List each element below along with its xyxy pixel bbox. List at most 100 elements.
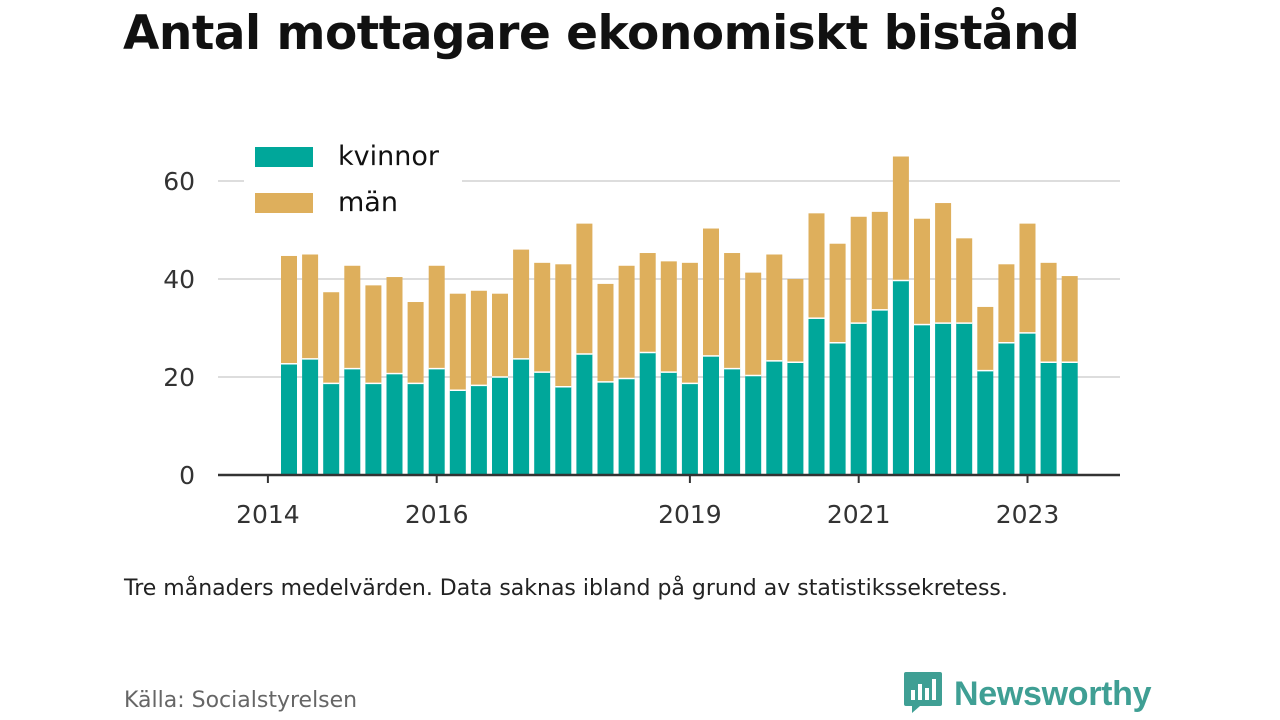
bar-man: [766, 254, 783, 361]
bar-man: [470, 290, 487, 386]
brand-name: Newsworthy: [954, 674, 1152, 713]
bar-kvinnor: [365, 383, 382, 475]
bar-man: [1061, 276, 1078, 363]
legend-label-man: män: [338, 187, 398, 218]
bar-man: [534, 262, 551, 373]
bar-man: [703, 228, 719, 356]
bar-man: [576, 223, 593, 354]
bar-kvinnor: [618, 378, 635, 475]
bar-man: [956, 238, 973, 324]
bar-kvinnor: [935, 323, 952, 475]
bar-man: [428, 265, 445, 369]
bar-man: [871, 211, 888, 310]
stacked-bar-chart: 0 20 40 60 2014 2016 2019 2021 2023 kvinnor män: [163, 0, 1120, 529]
bar-man: [935, 203, 952, 324]
bar-kvinnor: [829, 342, 846, 475]
bar-kvinnor: [808, 318, 825, 475]
bar-kvinnor: [787, 362, 804, 475]
y-tick-label: 0: [179, 461, 195, 490]
bar-kvinnor: [555, 386, 572, 475]
bar-man: [407, 302, 424, 384]
bar-man: [386, 277, 403, 374]
bar-man: [639, 253, 656, 353]
bar-man: [850, 216, 867, 324]
legend: kvinnor män: [244, 136, 462, 226]
x-tick-label: 2021: [827, 500, 891, 529]
bar-kvinnor: [766, 360, 783, 475]
bar-man: [597, 283, 614, 382]
bar-man: [513, 249, 530, 359]
bar-kvinnor: [1019, 332, 1036, 475]
bar-kvinnor: [977, 370, 994, 475]
brand-logo: Newsworthy: [902, 670, 1152, 718]
x-tick-label: 2019: [658, 500, 722, 529]
y-tick-label: 20: [163, 363, 195, 392]
bar-kvinnor: [703, 355, 719, 475]
bar-kvinnor: [956, 323, 973, 475]
bar-kvinnor: [534, 372, 551, 475]
bar-man: [1019, 223, 1036, 333]
y-tick-label: 60: [163, 167, 195, 196]
bar-kvinnor: [745, 375, 762, 475]
legend-label-kvinnor: kvinnor: [338, 141, 440, 172]
bar-man: [281, 255, 297, 364]
x-tick-label: 2016: [405, 500, 469, 529]
bar-man: [998, 264, 1015, 343]
bar-kvinnor: [344, 368, 361, 475]
bar-kvinnor: [892, 280, 909, 475]
bar-man: [745, 272, 762, 376]
bar-man: [808, 213, 825, 319]
bar-kvinnor: [871, 309, 888, 475]
bar-man: [660, 261, 677, 373]
bar-man: [449, 293, 466, 391]
bar-kvinnor: [639, 352, 656, 475]
x-tick-label: 2023: [996, 500, 1060, 529]
bar-kvinnor: [1040, 362, 1057, 475]
bar-kvinnor: [576, 353, 593, 475]
bar-kvinnor: [428, 368, 445, 475]
bar-man: [1040, 262, 1057, 363]
bar-man: [323, 292, 340, 384]
bar-kvinnor: [850, 323, 867, 475]
bar-chart-speech-bubble-icon: [902, 670, 944, 718]
bar-man: [977, 306, 994, 371]
source-credit: Källa: Socialstyrelsen: [124, 688, 358, 713]
bar-kvinnor: [597, 381, 614, 475]
bar-kvinnor: [386, 373, 403, 475]
bar-kvinnor: [449, 390, 466, 475]
bar-kvinnor: [281, 363, 297, 475]
bar-kvinnor: [302, 358, 319, 475]
bar-kvinnor: [914, 324, 930, 475]
bar-man: [787, 279, 804, 363]
bar-kvinnor: [407, 383, 424, 475]
bar-man: [492, 293, 508, 377]
bar-man: [302, 254, 319, 359]
x-axis: 2014 2016 2019 2021 2023: [218, 473, 1120, 529]
bar-kvinnor: [724, 368, 741, 475]
bar-kvinnor: [513, 358, 530, 475]
legend-swatch-man: [255, 193, 313, 213]
x-tick-label: 2014: [236, 500, 300, 529]
bar-kvinnor: [470, 385, 487, 475]
bar-man: [681, 262, 698, 384]
chart-title: Antal mottagare ekonomiskt bistånd: [123, 6, 1080, 61]
bar-man: [892, 156, 909, 281]
bars: [281, 0, 1099, 475]
bar-man: [618, 265, 635, 379]
chart-note: Tre månaders medelvärden. Data saknas ib…: [124, 576, 1008, 601]
bar-man: [829, 243, 846, 343]
bar-man: [365, 285, 382, 384]
legend-swatch-kvinnor: [255, 147, 313, 167]
bar-kvinnor: [998, 342, 1015, 475]
bar-kvinnor: [323, 383, 340, 475]
y-tick-label: 40: [163, 265, 195, 294]
bar-kvinnor: [492, 377, 508, 475]
y-axis: 0 20 40 60: [163, 167, 195, 490]
bar-kvinnor: [1061, 362, 1078, 475]
bar-man: [724, 253, 741, 369]
bar-kvinnor: [681, 383, 698, 475]
bar-kvinnor: [660, 372, 677, 475]
bar-man: [914, 218, 930, 325]
bar-man: [555, 264, 572, 387]
bar-man: [344, 265, 361, 369]
